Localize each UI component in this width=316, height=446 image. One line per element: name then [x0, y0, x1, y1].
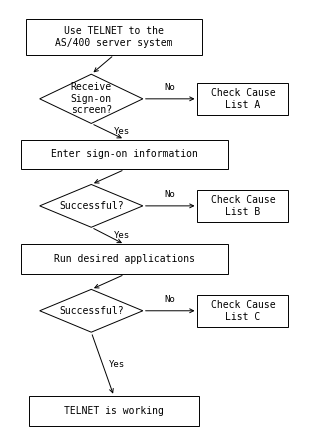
Text: Successful?: Successful? — [59, 201, 124, 211]
Text: Enter sign-on information: Enter sign-on information — [51, 149, 198, 160]
FancyBboxPatch shape — [21, 244, 228, 274]
FancyBboxPatch shape — [29, 396, 199, 426]
Polygon shape — [40, 289, 143, 332]
Text: Run desired applications: Run desired applications — [54, 254, 195, 264]
Polygon shape — [40, 74, 143, 124]
Text: Successful?: Successful? — [59, 306, 124, 316]
FancyBboxPatch shape — [198, 295, 289, 327]
Text: Yes: Yes — [114, 231, 130, 240]
Text: Check Cause
List A: Check Cause List A — [211, 88, 275, 110]
FancyBboxPatch shape — [198, 190, 289, 222]
Text: No: No — [165, 295, 175, 304]
Text: Check Cause
List B: Check Cause List B — [211, 195, 275, 217]
Text: Receive
Sign-on
screen?: Receive Sign-on screen? — [71, 82, 112, 116]
Text: No: No — [165, 190, 175, 199]
Text: Yes: Yes — [109, 360, 125, 369]
FancyBboxPatch shape — [26, 19, 202, 55]
FancyBboxPatch shape — [198, 83, 289, 115]
Text: Use TELNET to the
AS/400 server system: Use TELNET to the AS/400 server system — [55, 26, 173, 48]
Text: TELNET is working: TELNET is working — [64, 406, 164, 417]
FancyBboxPatch shape — [21, 140, 228, 169]
Text: No: No — [165, 83, 175, 92]
Text: Check Cause
List C: Check Cause List C — [211, 300, 275, 322]
Text: Yes: Yes — [114, 127, 130, 136]
Polygon shape — [40, 185, 143, 227]
